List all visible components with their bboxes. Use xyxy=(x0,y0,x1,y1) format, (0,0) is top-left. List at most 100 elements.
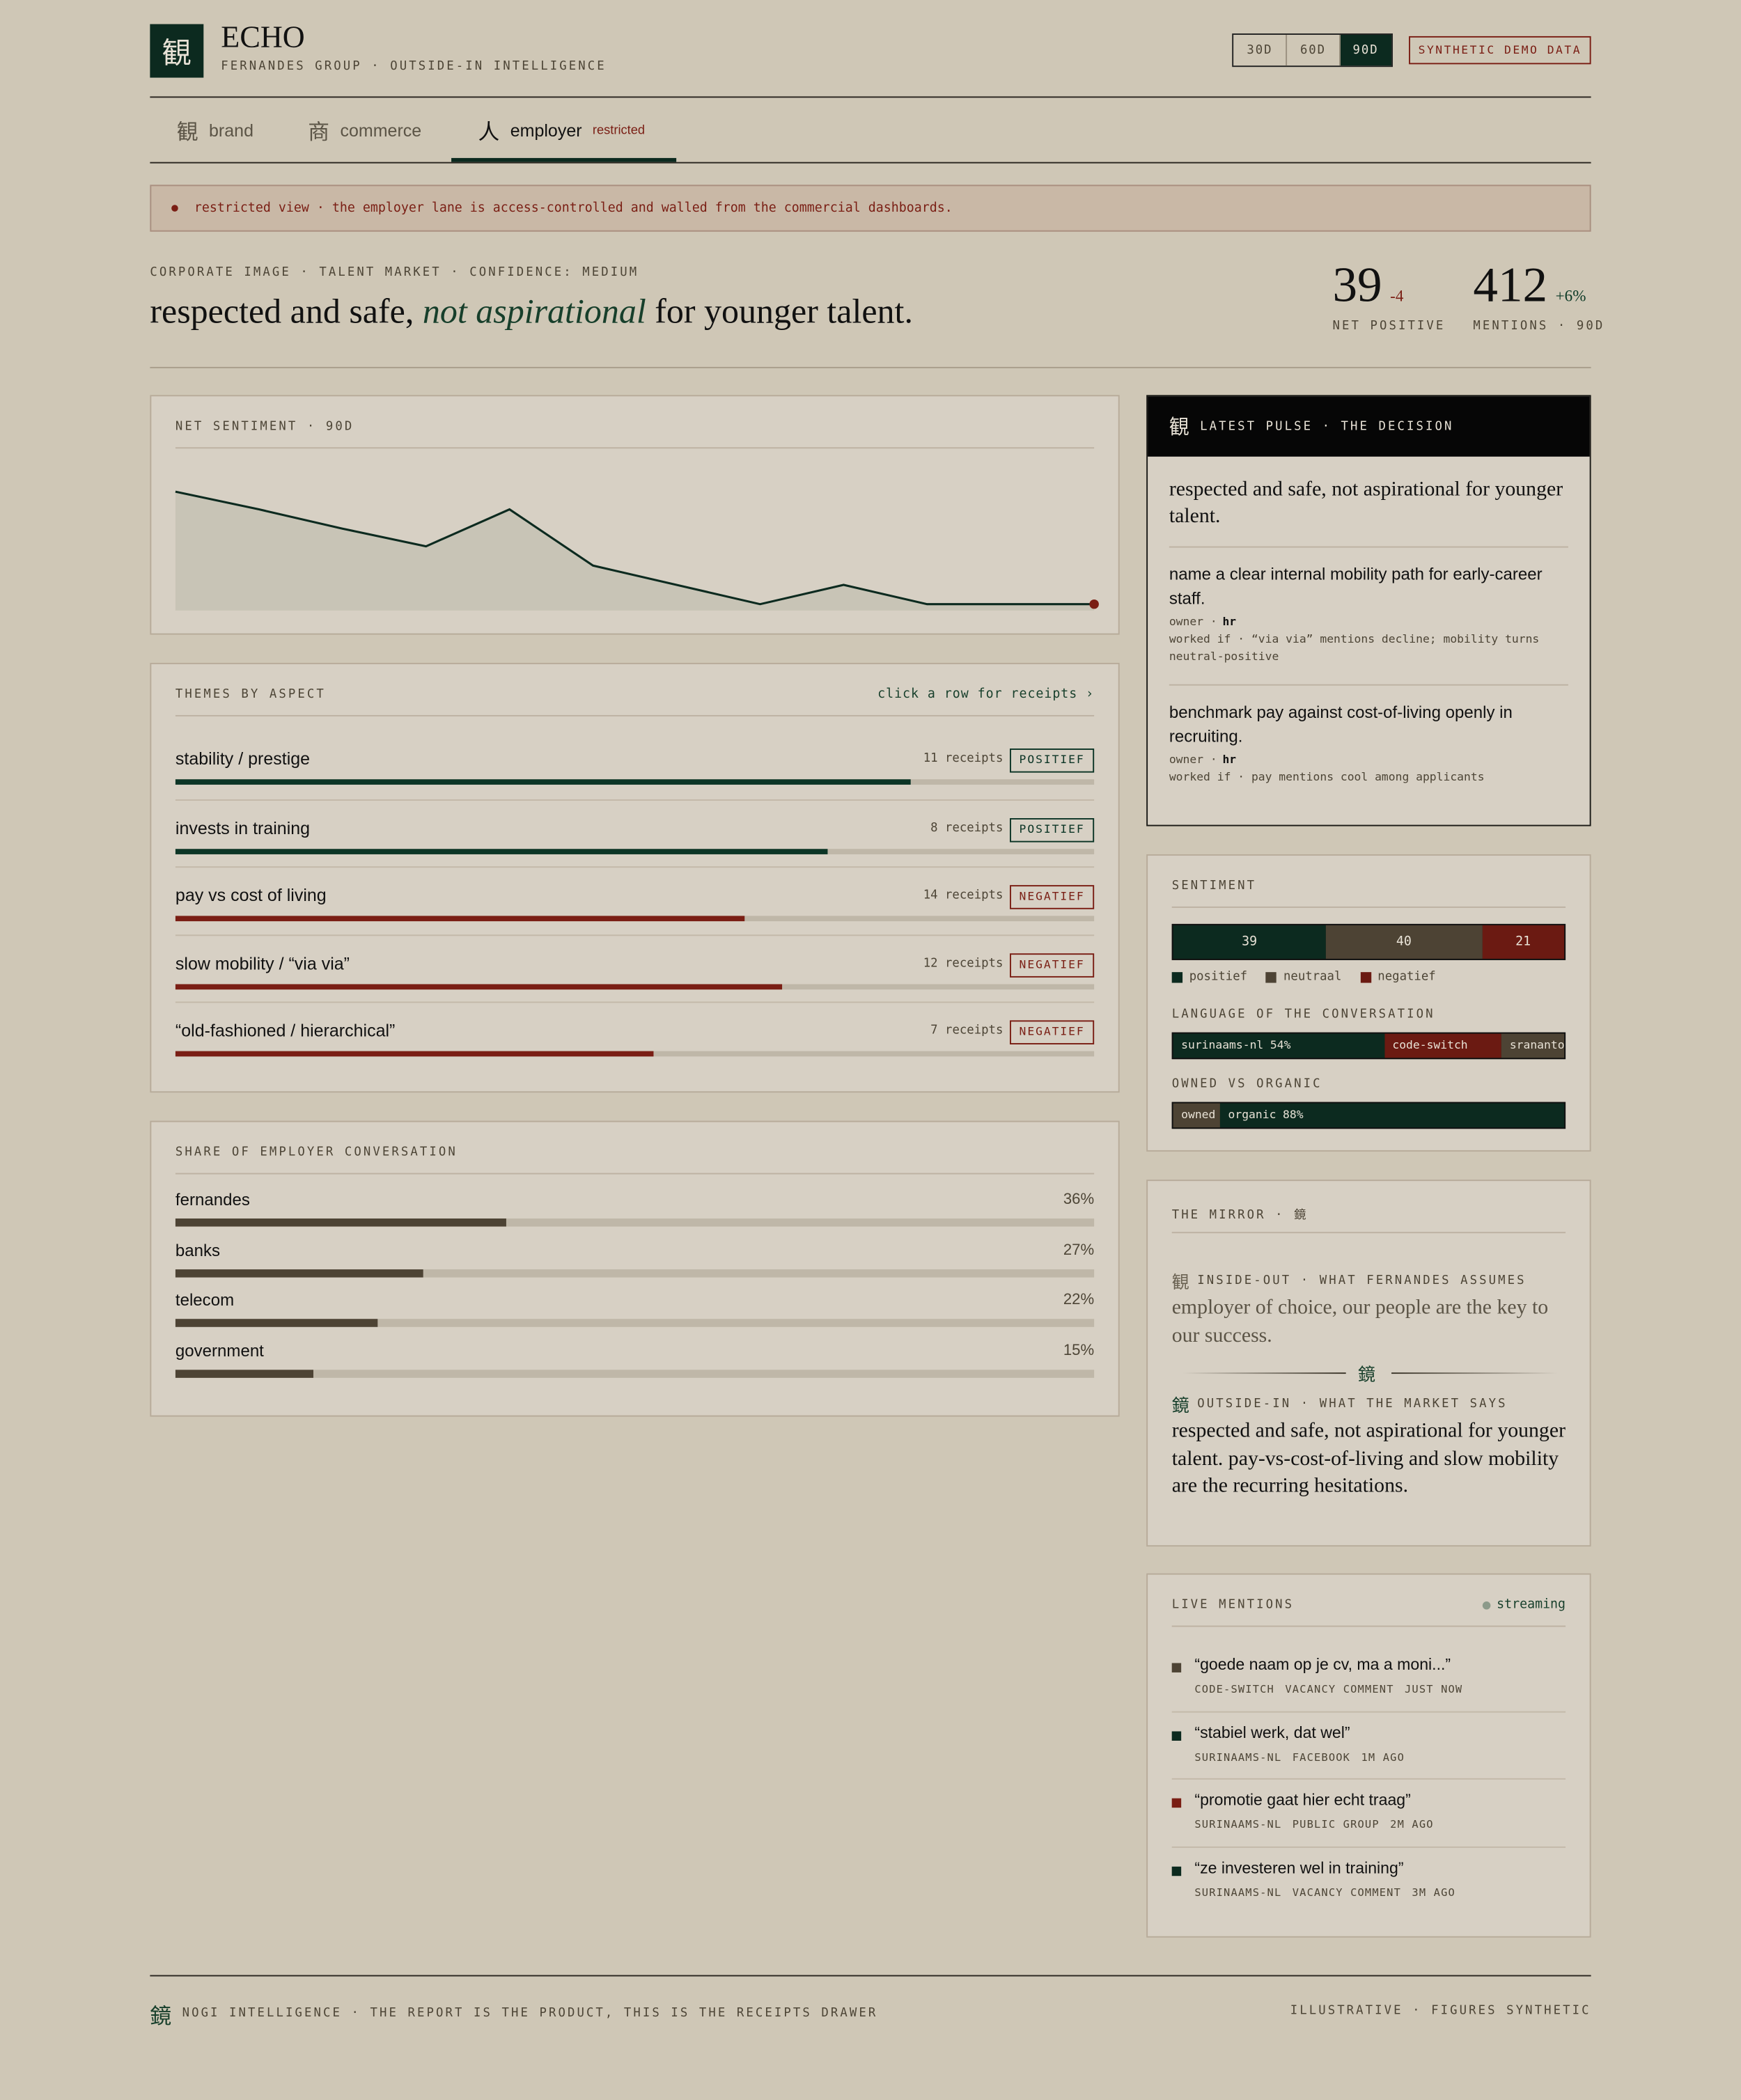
legend-label: neutraal xyxy=(1283,971,1342,985)
segment-name: code-switch xyxy=(1392,1039,1468,1053)
legend-swatch xyxy=(1360,972,1371,983)
bar-track xyxy=(175,1269,1095,1278)
tab[interactable]: 商 commerce xyxy=(308,115,422,145)
tab-icon: 商 xyxy=(308,122,330,145)
theme-receipts: 12 receipts xyxy=(923,957,1004,971)
bar xyxy=(175,1269,424,1278)
live-card: LIVE MENTIONS streaming “goede naam op je … xyxy=(1146,1573,1591,1938)
mirror-card: THE MIRROR · 鏡観 INSIDE-OUT · WHAT FERNAND… xyxy=(1146,1180,1591,1547)
theme-label: pay vs cost of living xyxy=(175,885,327,906)
legend-label: positief xyxy=(1189,971,1248,985)
owner: hr xyxy=(1222,753,1237,767)
logo: 観 xyxy=(150,24,204,78)
legend-item: positief xyxy=(1171,971,1248,985)
footer-right: ILLUSTRATIVE · FIGURES SYNTHETIC xyxy=(1290,2004,1591,2019)
theme-row[interactable]: “old-fashioned / hierarchical” 7 receipts… xyxy=(175,1002,1095,1066)
theme-row[interactable]: pay vs cost of living 14 receipts NEGATIEF xyxy=(175,866,1095,931)
theme-label: invests in training xyxy=(175,817,311,838)
theme-receipts: 14 receipts xyxy=(923,889,1004,903)
share-value: 22% xyxy=(1063,1292,1095,1309)
tab-label: employer xyxy=(510,120,582,140)
hero-headline: respected and safe, not aspirational for… xyxy=(150,292,913,332)
theme-tag: NEGATIEF xyxy=(1010,885,1095,910)
legend-item: neutraal xyxy=(1265,971,1342,985)
kpi-value: 39 xyxy=(1332,258,1382,313)
bar-track xyxy=(175,1051,1095,1058)
action-owner: owner · hr xyxy=(1169,616,1568,629)
range-button[interactable]: 90D xyxy=(1338,35,1391,66)
tab-label: commerce xyxy=(340,120,422,140)
mirror-label-text: INSIDE-OUT · WHAT FERNANDES ASSUMES xyxy=(1197,1274,1527,1288)
bar xyxy=(175,779,911,785)
mention-meta: SURINAAMS-NL PUBLIC GROUP 2M AGO xyxy=(1194,1819,1433,1831)
footer-rule xyxy=(150,1975,1591,1977)
theme-row[interactable]: stability / prestige 11 receipts POSITIEF xyxy=(175,731,1095,795)
item-rule xyxy=(1171,1846,1566,1848)
themes-card: THEMES BY ASPECT click a row for receipts… xyxy=(150,662,1120,1093)
tab[interactable]: 人 employer restricted xyxy=(478,115,646,145)
share-name: telecom xyxy=(175,1291,235,1310)
mention-tag: CODE-SWITCH xyxy=(1194,1683,1274,1695)
footer-left: 鏡 NOGI INTELLIGENCE · THE REPORT IS THE P… xyxy=(150,1998,877,2030)
receipts-hint[interactable]: click a row for receipts › xyxy=(877,687,1095,702)
segment-name: surinaams-nl xyxy=(1181,1039,1264,1053)
item-rule xyxy=(1171,1778,1566,1780)
decision-icon: 観 xyxy=(1169,418,1189,439)
segment-name: owned xyxy=(1181,1108,1216,1122)
kpi-label: NET POSITIVE xyxy=(1332,320,1446,334)
footer-icon: 鏡 xyxy=(150,2005,172,2029)
theme-row[interactable]: slow mobility / “via via” 12 receipts NEGA… xyxy=(175,934,1095,998)
segment: 21 xyxy=(1482,925,1565,959)
divider-icon: 鏡 xyxy=(1358,1364,1376,1385)
card-title: THE MIRROR · 鏡 xyxy=(1171,1209,1309,1223)
mention-tag: 3M AGO xyxy=(1412,1886,1455,1899)
mention-quote[interactable]: “ze investeren wel in training” xyxy=(1194,1858,1404,1877)
segment: 39 xyxy=(1173,925,1326,959)
theme-tag: NEGATIEF xyxy=(1010,953,1095,978)
footer-text: NOGI INTELLIGENCE · THE REPORT IS THE PR… xyxy=(182,2007,878,2021)
theme-label: “old-fashioned / hierarchical” xyxy=(175,1021,396,1041)
line-chart xyxy=(175,490,1099,611)
headline-start: respected and safe, xyxy=(150,292,423,331)
header-rule xyxy=(150,96,1591,98)
theme-label: slow mobility / “via via” xyxy=(175,953,350,973)
mention-quote[interactable]: “stabiel werk, dat wel” xyxy=(1194,1723,1350,1742)
range-button[interactable]: 30D xyxy=(1247,43,1273,57)
range-selector: 30D 60D 90D xyxy=(1232,33,1393,68)
segment-value: 54% xyxy=(1270,1039,1291,1053)
owner: hr xyxy=(1222,616,1237,629)
legend-item: negatief xyxy=(1360,971,1436,984)
decision-card: 観 LATEST PULSE · THE DECISION respected an… xyxy=(1146,395,1591,826)
mention-tag: PUBLIC GROUP xyxy=(1292,1818,1380,1831)
subsection-title: OWNED VS ORGANIC xyxy=(1171,1078,1322,1092)
bar xyxy=(175,1051,653,1058)
tab-badge: restricted xyxy=(592,122,646,138)
card-title: SENTIMENT xyxy=(1171,879,1257,893)
tab[interactable]: 観 brand xyxy=(176,115,253,145)
mention-quote[interactable]: “goede naam op je cv, ma a moni...” xyxy=(1194,1654,1451,1674)
mention-quote[interactable]: “promotie gaat hier echt traag” xyxy=(1194,1790,1411,1810)
demo-badge: SYNTHETIC DEMO DATA xyxy=(1409,36,1591,65)
share-name: banks xyxy=(175,1241,221,1260)
kpi: 412 +6% xyxy=(1473,257,1586,315)
item-rule xyxy=(1171,1710,1566,1712)
range-button[interactable]: 60D xyxy=(1286,35,1339,66)
theme-receipts: 11 receipts xyxy=(923,752,1004,766)
segment-value: 88% xyxy=(1283,1108,1304,1122)
action-text: name a clear internal mobility path for … xyxy=(1169,565,1543,609)
decision-body: respected and safe, not aspirational for… xyxy=(1169,477,1568,788)
decision-headline: respected and safe, not aspirational for… xyxy=(1169,477,1568,548)
bar xyxy=(175,848,828,854)
bar-track xyxy=(175,1319,1095,1328)
segment: surinaams-nl 54% xyxy=(1173,1033,1384,1058)
legend-swatch xyxy=(1265,972,1277,983)
theme-receipts: 7 receipts xyxy=(930,1024,1004,1039)
theme-tag: NEGATIEF xyxy=(1010,1021,1095,1045)
item-marker xyxy=(1171,1663,1182,1672)
theme-row[interactable]: invests in training 8 receipts POSITIEF xyxy=(175,799,1095,863)
card-rule xyxy=(1171,906,1566,908)
action-owner: owner · hr xyxy=(1169,754,1568,767)
headline-emphasis: not aspirational xyxy=(422,292,646,331)
tab-icon: 観 xyxy=(176,122,198,145)
